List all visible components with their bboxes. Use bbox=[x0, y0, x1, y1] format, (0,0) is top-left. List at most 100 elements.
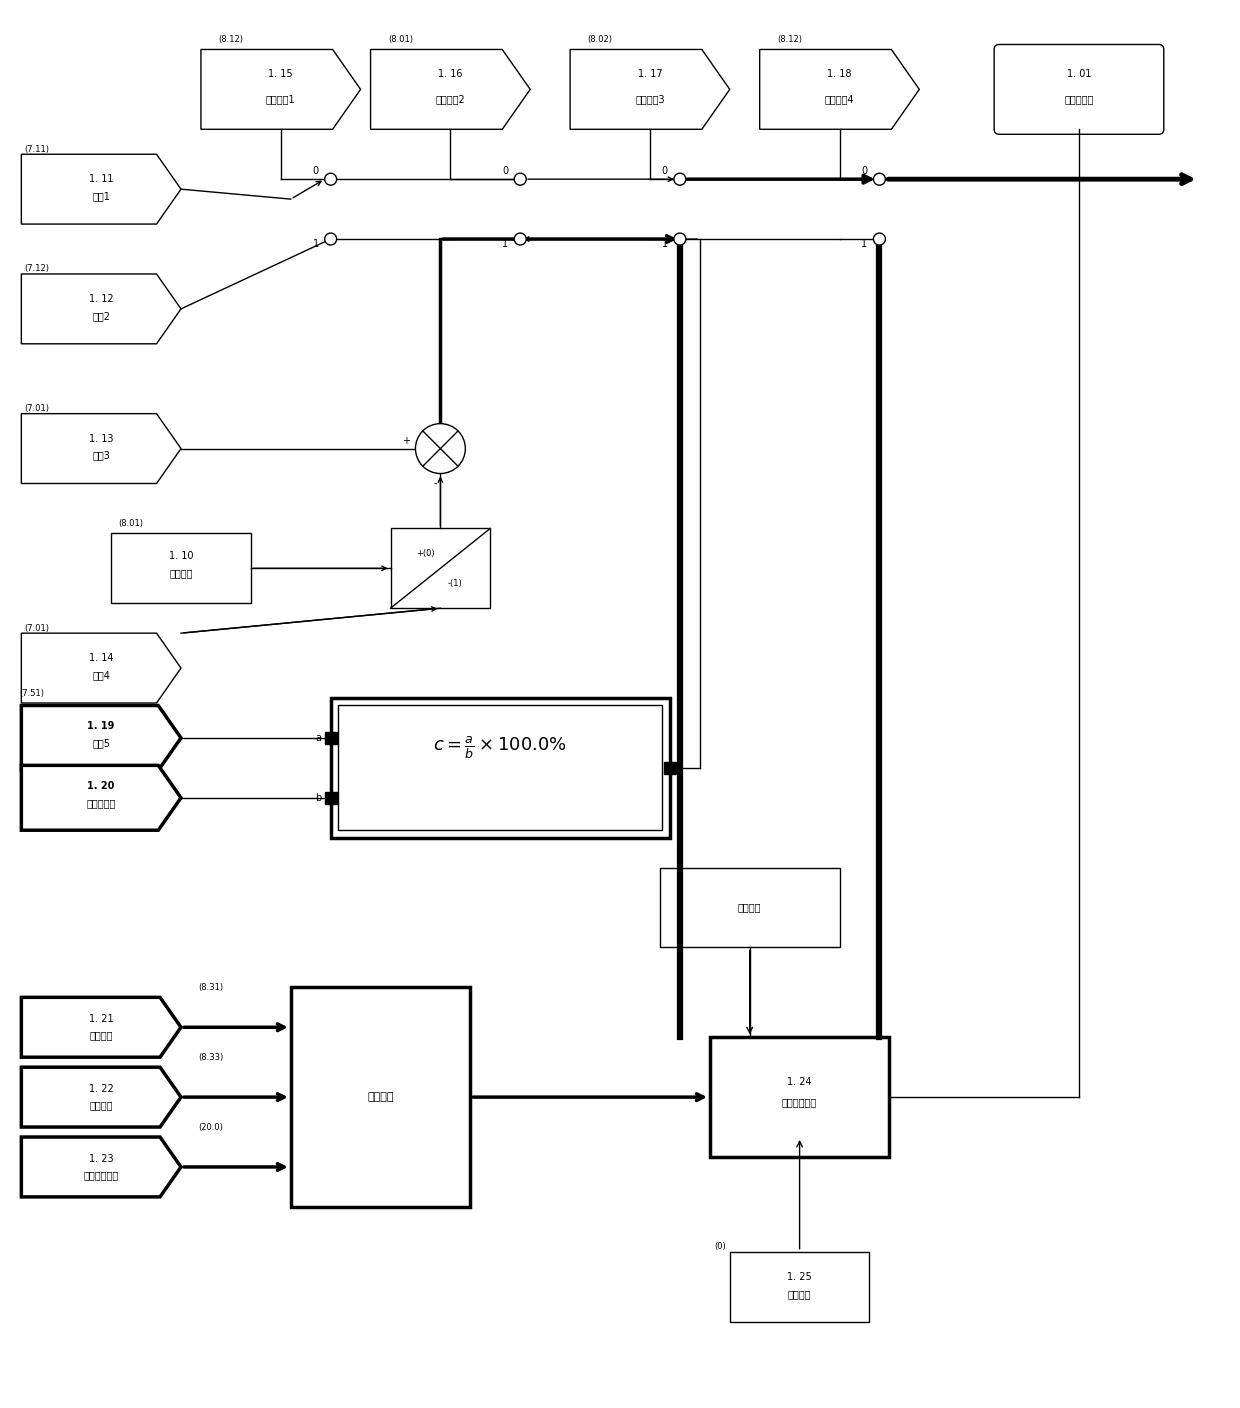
Circle shape bbox=[325, 234, 336, 245]
FancyBboxPatch shape bbox=[660, 867, 839, 948]
Text: 信号极性: 信号极性 bbox=[169, 569, 192, 579]
Text: 上升下降输出: 上升下降输出 bbox=[782, 1097, 817, 1107]
FancyBboxPatch shape bbox=[709, 1038, 889, 1157]
Text: -(1): -(1) bbox=[448, 579, 463, 587]
Polygon shape bbox=[21, 705, 181, 770]
Polygon shape bbox=[21, 414, 181, 483]
Circle shape bbox=[673, 173, 686, 186]
Text: (8.01): (8.01) bbox=[119, 520, 144, 528]
Text: 1. 01: 1. 01 bbox=[1066, 69, 1091, 79]
Text: 上升输入: 上升输入 bbox=[89, 1031, 113, 1041]
Text: 0: 0 bbox=[862, 166, 868, 176]
Text: (8.12): (8.12) bbox=[777, 35, 802, 44]
Text: b: b bbox=[315, 793, 321, 803]
Text: 给定选择4: 给定选择4 bbox=[825, 94, 854, 104]
Polygon shape bbox=[201, 49, 361, 130]
Text: 上升下降斜率: 上升下降斜率 bbox=[83, 1170, 119, 1180]
Circle shape bbox=[515, 173, 526, 186]
Text: 给定4: 给定4 bbox=[92, 670, 110, 680]
Text: 1. 18: 1. 18 bbox=[827, 69, 852, 79]
Polygon shape bbox=[21, 997, 181, 1057]
Text: (7.11): (7.11) bbox=[24, 145, 48, 153]
Text: 给定选择1: 给定选择1 bbox=[265, 94, 295, 104]
Polygon shape bbox=[760, 49, 919, 130]
Text: 1. 24: 1. 24 bbox=[787, 1077, 812, 1087]
Text: -: - bbox=[434, 479, 438, 489]
Text: +(0): +(0) bbox=[417, 549, 435, 558]
Text: 1. 17: 1. 17 bbox=[637, 69, 662, 79]
Text: 1: 1 bbox=[862, 239, 868, 249]
Text: 1. 10: 1. 10 bbox=[169, 552, 193, 562]
Text: 1. 20: 1. 20 bbox=[88, 781, 115, 791]
Text: 1: 1 bbox=[312, 239, 319, 249]
Polygon shape bbox=[371, 49, 531, 130]
Text: 增减模块: 增减模块 bbox=[367, 1093, 394, 1102]
Polygon shape bbox=[21, 1138, 181, 1197]
Text: 给定5: 给定5 bbox=[92, 738, 110, 748]
FancyBboxPatch shape bbox=[994, 45, 1164, 134]
Text: (8.02): (8.02) bbox=[588, 35, 613, 44]
Circle shape bbox=[873, 234, 885, 245]
Polygon shape bbox=[21, 634, 181, 703]
Circle shape bbox=[673, 234, 686, 245]
Polygon shape bbox=[570, 49, 730, 130]
FancyBboxPatch shape bbox=[663, 762, 676, 774]
FancyBboxPatch shape bbox=[325, 732, 336, 743]
Circle shape bbox=[873, 173, 885, 186]
Text: c: c bbox=[678, 763, 683, 773]
Text: 1. 21: 1. 21 bbox=[89, 1014, 114, 1024]
Text: 0: 0 bbox=[502, 166, 508, 176]
Text: 按键模块: 按键模块 bbox=[738, 903, 761, 912]
Text: 停机保持: 停机保持 bbox=[787, 1288, 811, 1298]
Text: 1. 12: 1. 12 bbox=[89, 294, 114, 304]
Text: 给定2: 给定2 bbox=[92, 311, 110, 321]
Polygon shape bbox=[21, 155, 181, 224]
Text: $c = \frac{a}{b} \times 100.0\%$: $c = \frac{a}{b} \times 100.0\%$ bbox=[433, 735, 567, 762]
Polygon shape bbox=[21, 275, 181, 344]
Text: 1. 16: 1. 16 bbox=[438, 69, 463, 79]
Text: 1. 15: 1. 15 bbox=[268, 69, 293, 79]
Text: 下降输入: 下降输入 bbox=[89, 1100, 113, 1110]
Text: (0): (0) bbox=[714, 1242, 725, 1252]
Text: 1. 22: 1. 22 bbox=[89, 1084, 114, 1094]
Text: (8.01): (8.01) bbox=[388, 35, 413, 44]
Text: 给定值合计: 给定值合计 bbox=[1064, 94, 1094, 104]
Text: 1. 11: 1. 11 bbox=[89, 175, 113, 184]
FancyBboxPatch shape bbox=[730, 1252, 869, 1322]
Text: +: + bbox=[403, 435, 410, 445]
Text: (20.0): (20.0) bbox=[198, 1122, 223, 1132]
Circle shape bbox=[415, 424, 465, 473]
FancyBboxPatch shape bbox=[331, 698, 670, 838]
Text: 1: 1 bbox=[502, 239, 508, 249]
FancyBboxPatch shape bbox=[391, 528, 490, 608]
Text: 1. 14: 1. 14 bbox=[89, 653, 113, 663]
Circle shape bbox=[515, 234, 526, 245]
Text: 给定选择2: 给定选择2 bbox=[435, 94, 465, 104]
Text: 1. 23: 1. 23 bbox=[89, 1155, 114, 1164]
Text: 1. 13: 1. 13 bbox=[89, 434, 113, 444]
Text: 1: 1 bbox=[662, 239, 668, 249]
FancyBboxPatch shape bbox=[325, 791, 336, 804]
Text: (7.51): (7.51) bbox=[19, 689, 43, 697]
Text: 1. 25: 1. 25 bbox=[787, 1271, 812, 1281]
Text: (8.12): (8.12) bbox=[218, 35, 243, 44]
Text: a: a bbox=[316, 734, 321, 743]
Text: 给定额定值: 给定额定值 bbox=[87, 798, 115, 808]
Polygon shape bbox=[21, 1067, 181, 1126]
Text: 1. 19: 1. 19 bbox=[88, 721, 115, 731]
Text: 给定1: 给定1 bbox=[92, 191, 110, 201]
Text: (7.01): (7.01) bbox=[24, 404, 48, 413]
Circle shape bbox=[325, 173, 336, 186]
Text: 给定选择3: 给定选择3 bbox=[635, 94, 665, 104]
Text: 给定3: 给定3 bbox=[92, 451, 110, 460]
Text: (8.31): (8.31) bbox=[198, 983, 223, 991]
FancyBboxPatch shape bbox=[339, 705, 662, 831]
Text: 0: 0 bbox=[662, 166, 668, 176]
Text: (8.33): (8.33) bbox=[198, 1053, 223, 1062]
Text: (7.01): (7.01) bbox=[24, 624, 48, 632]
Text: 0: 0 bbox=[312, 166, 319, 176]
FancyBboxPatch shape bbox=[112, 534, 250, 603]
FancyBboxPatch shape bbox=[290, 987, 470, 1207]
Polygon shape bbox=[21, 766, 181, 831]
Text: (7.12): (7.12) bbox=[24, 265, 48, 273]
